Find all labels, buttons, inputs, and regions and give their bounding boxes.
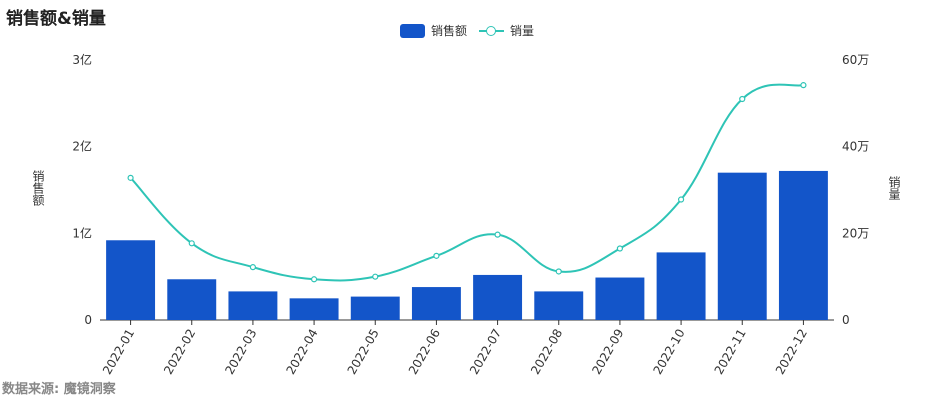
y-left-tick-label: 2亿 — [72, 139, 92, 154]
point-volume — [188, 240, 195, 247]
bar-sales — [595, 277, 645, 320]
point-volume — [739, 95, 746, 103]
y-right-axis-name: 销量 — [887, 176, 901, 200]
chart-title: 销售额&销量 — [6, 9, 106, 29]
point-volume — [310, 276, 318, 283]
legend-label-sales: 销售额 — [431, 24, 468, 38]
x-tick-label: 2022-03 — [222, 327, 259, 377]
bar-sales — [656, 252, 706, 320]
point-volume — [433, 252, 440, 259]
x-tick-label: 2022-07 — [467, 327, 504, 377]
x-tick-label: 2022-10 — [650, 327, 687, 377]
point-volume — [127, 174, 134, 181]
legend-bar-swatch — [400, 23, 425, 38]
y-right-tick-label: 0 — [842, 313, 850, 327]
x-tick-label: 2022-11 — [712, 327, 749, 377]
point-volume — [494, 231, 501, 238]
legend-label-volume: 销量 — [510, 24, 535, 38]
line-volume — [129, 83, 804, 282]
bar-sales — [534, 291, 584, 320]
y-left-axis-name: 销售额 — [31, 170, 45, 206]
bar-sales — [717, 172, 767, 320]
point-volume — [372, 273, 379, 280]
x-tick-label: 2022-04 — [283, 327, 320, 377]
point-volume — [800, 82, 807, 89]
bar-sales — [473, 274, 523, 320]
y-right-tick-label: 40万 — [842, 140, 869, 154]
point-volume — [555, 268, 562, 275]
y-left-tick-label: 1亿 — [72, 225, 92, 240]
point-volume — [616, 245, 624, 252]
point-volume — [249, 264, 257, 271]
x-tick-label: 2022-02 — [161, 327, 198, 377]
x-tick-label: 2022-01 — [100, 327, 137, 377]
x-tick-label: 2022-08 — [528, 327, 565, 377]
y-left-tick-label: 3亿 — [72, 52, 92, 67]
y-left-tick-label: 0 — [84, 313, 92, 327]
y-right-tick-label: 60万 — [842, 53, 869, 67]
y-right-tick-label: 20万 — [842, 226, 869, 240]
bar-sales — [350, 296, 400, 320]
x-tick-label: 2022-06 — [406, 327, 443, 377]
x-tick-label: 2022-12 — [773, 327, 810, 377]
legend-item-volume[interactable]: 销量 — [479, 22, 534, 39]
legend: 销售额 销量 — [400, 22, 546, 39]
x-tick-label: 2022-09 — [589, 327, 626, 377]
legend-line-swatch — [479, 24, 505, 38]
point-volume — [677, 196, 685, 203]
bar-sales — [289, 298, 339, 320]
x-tick-label: 2022-05 — [345, 327, 382, 377]
data-source: 数据来源: 魔镜洞察 — [2, 382, 116, 397]
bar-sales — [167, 279, 217, 320]
bar-sales — [106, 240, 156, 320]
bar-sales — [411, 287, 461, 320]
legend-item-sales[interactable]: 销售额 — [400, 22, 467, 39]
bar-sales — [778, 170, 828, 320]
bar-sales — [228, 291, 278, 320]
